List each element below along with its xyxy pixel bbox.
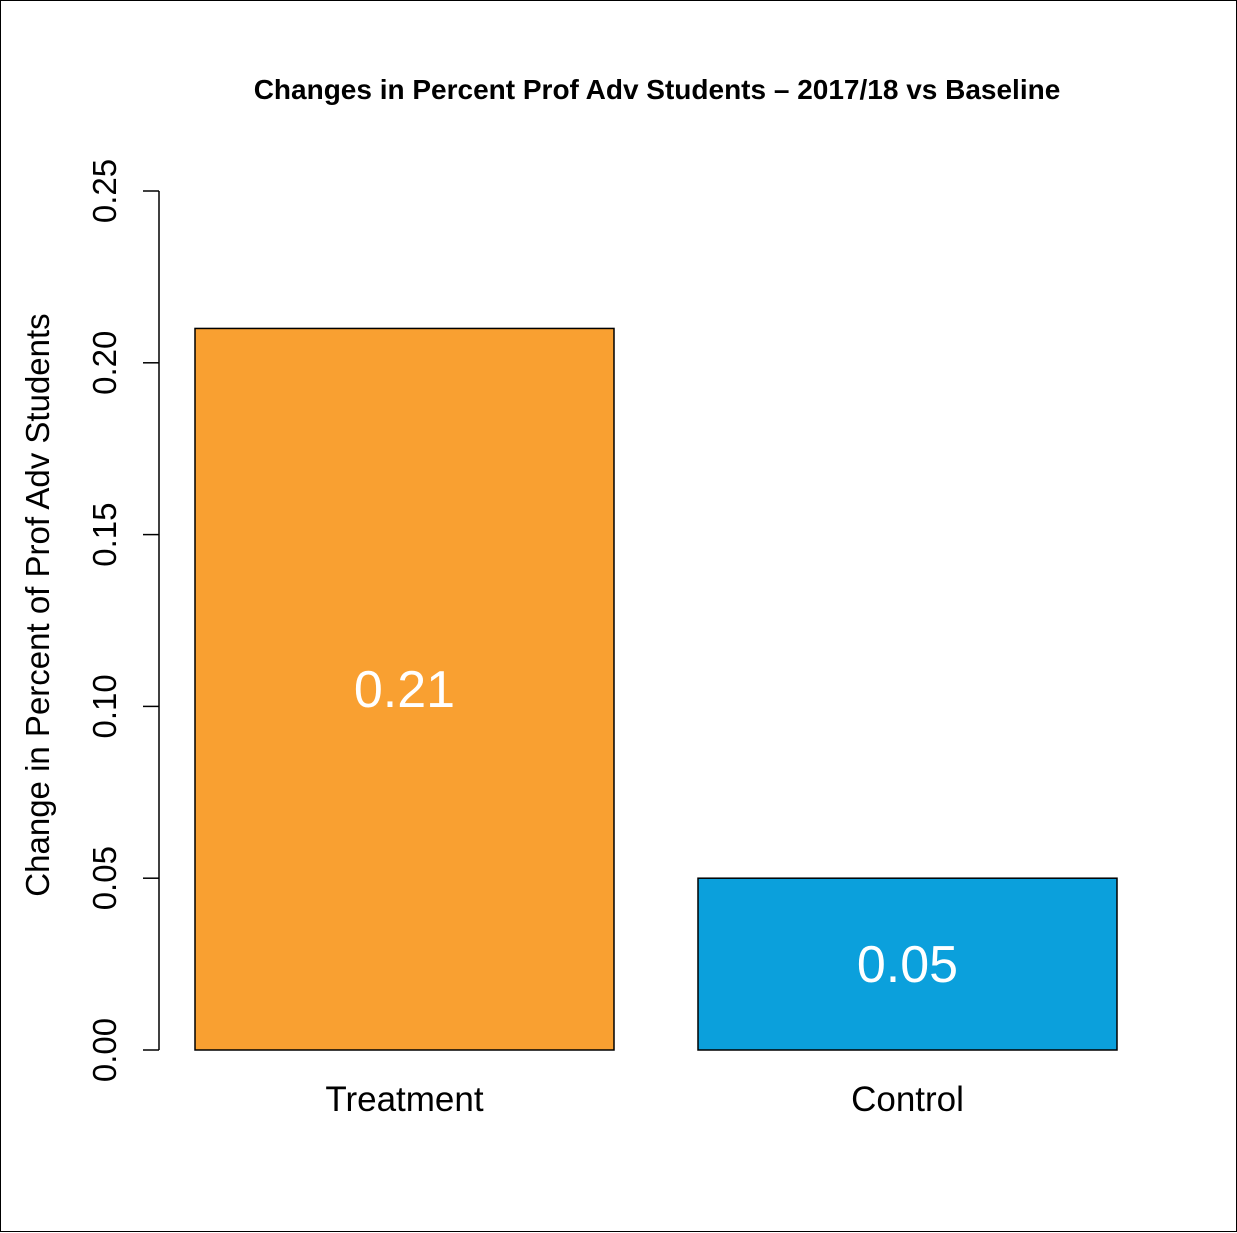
bars: 0.21 Treatment 0.05 Control [194,327,1118,1119]
chart-title: Changes in Percent Prof Adv Students – 2… [254,74,1061,105]
x-category-label: Control [851,1080,964,1119]
y-tick-label: 0.00 [86,1018,123,1082]
y-tick-label: 0.25 [86,159,123,223]
y-tick-label: 0.15 [86,502,123,566]
y-tick-label: 0.05 [86,846,123,910]
bar-control [697,877,1118,1051]
y-tick-label: 0.10 [86,674,123,738]
bar-value-label: 0.21 [354,661,455,719]
bar-value-label: 0.05 [857,936,958,994]
y-axis-label: Change in Percent of Prof Adv Students [19,313,56,896]
y-axis: 0.00 0.05 0.10 0.15 0.20 0.25 [86,159,160,1082]
bar-treatment [194,327,615,1051]
y-tick-label: 0.20 [86,331,123,395]
x-category-label: Treatment [325,1080,483,1119]
